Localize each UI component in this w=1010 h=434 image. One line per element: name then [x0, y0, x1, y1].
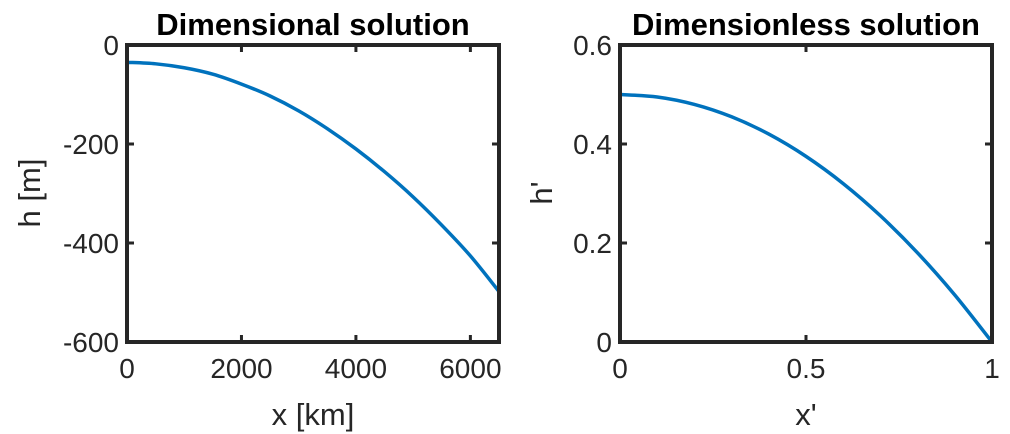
y-tick-label: -200 — [63, 129, 119, 160]
tick-group: 0 2000 4000 6000 0 -200 -400 -600 — [63, 30, 502, 384]
tick-group: 0 0.5 1 0 0.2 0.4 0.6 — [573, 30, 1000, 384]
y-axis-label: h' — [524, 181, 559, 204]
chart-title: Dimensionless solution — [632, 7, 980, 42]
x-axis-label: x [km] — [272, 397, 355, 432]
axes-frame — [618, 43, 994, 344]
y-tick-label: -400 — [63, 228, 119, 259]
x-axis-label: x' — [795, 397, 816, 432]
y-tick-label: 0.4 — [573, 129, 612, 160]
y-axis-label: h [m] — [12, 159, 47, 228]
x-tick-label: 0.5 — [787, 353, 826, 384]
y-tick-label: 0.2 — [573, 228, 612, 259]
y-tick-label: 0 — [103, 30, 119, 61]
axes-frame — [125, 43, 501, 344]
chart-dimensionless: Dimensionless solution 0 0.5 1 0 0.2 0.4 0.6 x… — [524, 7, 1000, 432]
x-tick-label: 6000 — [439, 353, 501, 384]
series-line — [618, 92, 994, 344]
x-tick-label: 1 — [984, 353, 1000, 384]
x-tick-label: 0 — [119, 353, 135, 384]
x-tick-label: 4000 — [325, 353, 387, 384]
x-tick-label: 2000 — [210, 353, 272, 384]
chart-title: Dimensional solution — [156, 7, 469, 42]
y-tick-label: 0.6 — [573, 30, 612, 61]
y-tick-label: 0 — [596, 327, 612, 358]
x-tick-label: 0 — [612, 353, 628, 384]
series-line — [125, 60, 501, 294]
chart-dimensional: Dimensional solution 0 2000 4000 6000 0 -200 -… — [12, 7, 502, 432]
y-tick-label: -600 — [63, 327, 119, 358]
